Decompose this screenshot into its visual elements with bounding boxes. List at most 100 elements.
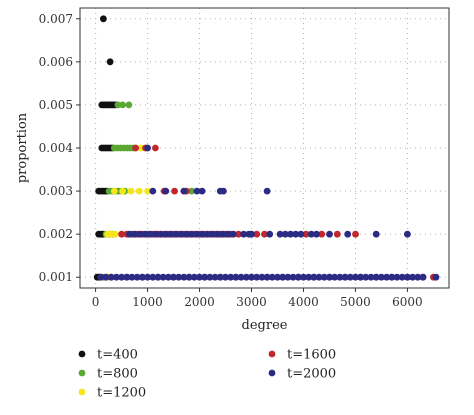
y-tick-label: 0.006 bbox=[39, 55, 73, 69]
data-point bbox=[180, 187, 188, 195]
data-point bbox=[196, 273, 203, 281]
x-axis-ticks: 0 1000 2000 3000 4000 5000 6000 bbox=[92, 288, 423, 309]
data-point bbox=[263, 273, 271, 281]
data-point bbox=[357, 273, 364, 281]
legend-label: t=800 bbox=[97, 367, 138, 382]
data-point bbox=[190, 273, 198, 281]
data-point bbox=[149, 187, 157, 195]
y-tick-label: 0.002 bbox=[39, 227, 73, 241]
data-point bbox=[240, 230, 248, 238]
data-point bbox=[414, 273, 422, 281]
data-point bbox=[220, 187, 227, 195]
data-point bbox=[398, 273, 406, 281]
data-point bbox=[341, 273, 349, 281]
data-point bbox=[157, 230, 165, 238]
data-point bbox=[302, 230, 310, 238]
data-point bbox=[111, 230, 119, 238]
legend-marker bbox=[78, 388, 86, 396]
data-point bbox=[266, 230, 274, 238]
data-point bbox=[219, 230, 227, 238]
data-point bbox=[242, 273, 250, 281]
data-point bbox=[177, 230, 185, 238]
data-point bbox=[144, 273, 152, 281]
data-point bbox=[170, 273, 177, 281]
data-point bbox=[289, 273, 297, 281]
data-point bbox=[100, 15, 107, 23]
data-point bbox=[222, 273, 229, 281]
data-point bbox=[307, 230, 315, 238]
legend-label: t=1600 bbox=[287, 348, 336, 363]
data-point bbox=[193, 230, 201, 238]
x-axis-label: degree bbox=[242, 318, 288, 333]
data-point bbox=[248, 273, 255, 281]
data-point bbox=[253, 230, 261, 238]
data-point bbox=[333, 230, 341, 238]
data-point bbox=[229, 230, 237, 238]
data-point bbox=[107, 273, 115, 281]
data-point bbox=[193, 187, 201, 195]
data-point bbox=[110, 187, 118, 195]
data-point bbox=[167, 230, 175, 238]
data-point bbox=[284, 273, 292, 281]
y-tick-label: 0.004 bbox=[39, 141, 74, 155]
data-point bbox=[326, 230, 333, 238]
data-point bbox=[125, 230, 133, 238]
data-point bbox=[372, 230, 380, 238]
legend-marker bbox=[268, 350, 276, 358]
data-point bbox=[404, 230, 411, 238]
x-tick-label: 0 bbox=[92, 295, 100, 309]
data-point bbox=[292, 230, 300, 238]
data-point bbox=[144, 144, 152, 152]
data-point bbox=[119, 101, 126, 109]
data-point bbox=[318, 230, 326, 238]
data-point bbox=[352, 273, 359, 281]
data-point bbox=[139, 273, 146, 281]
legend-label: t=2000 bbox=[287, 367, 336, 382]
data-point bbox=[183, 230, 190, 238]
data-point bbox=[300, 273, 307, 281]
data-point bbox=[232, 273, 240, 281]
data-point bbox=[209, 230, 216, 238]
y-axis-ticks: 0.001 0.002 0.003 0.004 0.005 0.006 0.007 bbox=[39, 12, 80, 284]
data-point bbox=[237, 273, 245, 281]
data-point bbox=[175, 273, 183, 281]
data-point bbox=[118, 273, 125, 281]
data-point bbox=[253, 273, 261, 281]
legend: t=400 t=1600 t=800 t=2000 t=1200 bbox=[78, 348, 336, 401]
data-point bbox=[263, 187, 271, 195]
data-point bbox=[227, 273, 235, 281]
data-point bbox=[127, 187, 135, 195]
x-tick-label: 5000 bbox=[340, 295, 371, 309]
data-point bbox=[432, 273, 440, 281]
data-point bbox=[326, 273, 333, 281]
data-point bbox=[211, 273, 219, 281]
data-points bbox=[93, 15, 440, 281]
data-point bbox=[346, 273, 354, 281]
data-point bbox=[144, 187, 152, 195]
data-point bbox=[106, 58, 114, 66]
data-point bbox=[171, 187, 179, 195]
data-point bbox=[404, 273, 411, 281]
data-point bbox=[152, 144, 159, 152]
data-point bbox=[378, 273, 385, 281]
y-tick-label: 0.003 bbox=[39, 184, 73, 198]
data-point bbox=[162, 187, 170, 195]
x-tick-label: 4000 bbox=[288, 295, 319, 309]
y-tick-label: 0.007 bbox=[39, 12, 73, 26]
data-point bbox=[336, 273, 344, 281]
data-point bbox=[287, 230, 294, 238]
data-point bbox=[388, 273, 396, 281]
data-point bbox=[102, 273, 110, 281]
data-point bbox=[344, 230, 352, 238]
data-point bbox=[393, 273, 401, 281]
data-point bbox=[313, 230, 320, 238]
legend-label: t=1200 bbox=[97, 386, 146, 401]
data-point bbox=[141, 230, 149, 238]
data-point bbox=[172, 230, 180, 238]
data-point bbox=[185, 273, 193, 281]
data-point bbox=[201, 273, 209, 281]
data-point bbox=[214, 230, 222, 238]
x-tick-label: 6000 bbox=[392, 295, 423, 309]
data-point bbox=[310, 273, 318, 281]
